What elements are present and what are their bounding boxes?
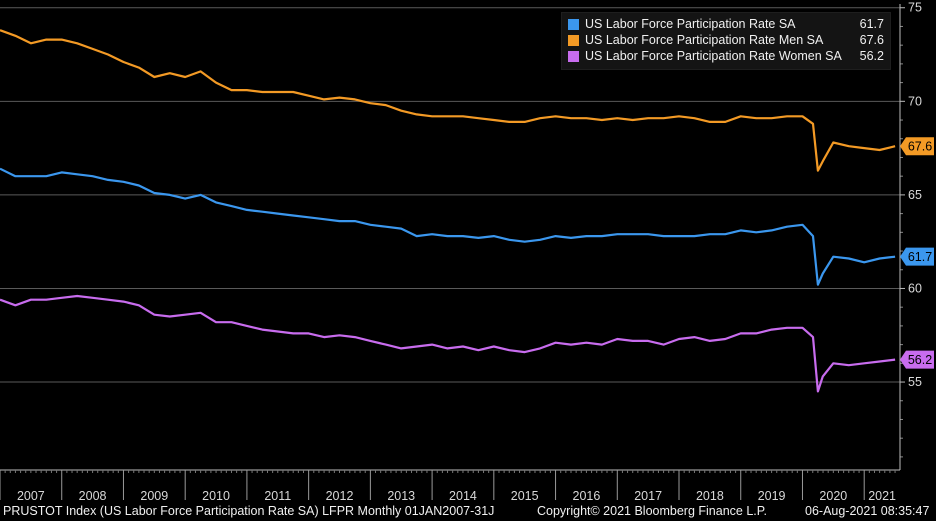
badge-shape-1 xyxy=(900,137,934,156)
legend-label-men: US Labor Force Participation Rate Men SA xyxy=(585,33,824,47)
y-tick-label: 60 xyxy=(908,281,922,295)
x-tick-label: 2016 xyxy=(573,489,601,500)
badge-shape-0 xyxy=(900,247,934,266)
footer-index-text: PRUSTOT Index (US Labor Force Participat… xyxy=(3,504,495,518)
x-tick-label: 2021 xyxy=(868,489,896,500)
legend-item-women: US Labor Force Participation Rate Women … xyxy=(568,48,884,64)
legend-swatch-total xyxy=(568,18,579,30)
y-tick-label: 75 xyxy=(908,1,922,15)
x-tick-label: 2017 xyxy=(634,489,662,500)
badge-label-1: 67.6 xyxy=(908,140,932,154)
gridlines xyxy=(0,7,900,383)
series-lines xyxy=(0,29,896,393)
y-tick-label: 65 xyxy=(908,188,922,202)
footer-timestamp: 06-Aug-2021 08:35:47 xyxy=(805,504,930,518)
series-line-0 xyxy=(0,167,896,286)
badge-label-2: 56.2 xyxy=(908,353,932,367)
x-tick-label: 2012 xyxy=(326,489,354,500)
footer: PRUSTOT Index (US Labor Force Participat… xyxy=(0,501,936,521)
series-line-2 xyxy=(0,294,896,393)
x-tick-label: 2015 xyxy=(511,489,539,500)
x-tick-label: 2014 xyxy=(449,489,477,500)
badge-shape-2 xyxy=(900,350,934,369)
x-tick-label: 2008 xyxy=(79,489,107,500)
y-axis-ticks: 55 60 65 70 75 xyxy=(908,1,922,389)
badge-label-0: 61.7 xyxy=(908,250,932,264)
legend-swatch-men xyxy=(568,34,579,46)
y-tick-label: 55 xyxy=(908,375,922,389)
x-tick-label: 2010 xyxy=(202,489,230,500)
footer-copyright: Copyright© 2021 Bloomberg Finance L.P. xyxy=(537,504,767,518)
y-tick-label: 70 xyxy=(908,94,922,108)
legend-value-women: 56.2 xyxy=(859,49,884,63)
axes xyxy=(0,4,905,500)
last-value-badge-1: 67.6 xyxy=(900,137,934,156)
legend-label-total: US Labor Force Participation Rate SA xyxy=(585,17,796,31)
x-tick-label: 2020 xyxy=(819,489,847,500)
legend-value-men: 67.6 xyxy=(859,33,884,47)
x-tick-label: 2007 xyxy=(17,489,45,500)
last-value-badges: 61.7 67.6 56.2 xyxy=(900,137,934,369)
x-tick-label: 2013 xyxy=(387,489,415,500)
x-tick-label: 2019 xyxy=(758,489,786,500)
last-value-badge-2: 56.2 xyxy=(900,350,934,369)
legend-swatch-women xyxy=(568,50,579,62)
x-tick-label: 2009 xyxy=(140,489,168,500)
legend-label-women: US Labor Force Participation Rate Women … xyxy=(585,49,842,63)
legend-item-total: US Labor Force Participation Rate SA 61.… xyxy=(568,16,884,32)
x-tick-label: 2018 xyxy=(696,489,724,500)
x-tick-label: 2011 xyxy=(264,489,291,500)
series-line-1 xyxy=(0,29,896,172)
last-value-badge-0: 61.7 xyxy=(900,247,934,266)
legend: US Labor Force Participation Rate SA 61.… xyxy=(561,12,891,70)
x-axis-ticks: 2007 2008 2009 2010 2011 2012 2013 2014 2015 2016… xyxy=(17,489,896,500)
legend-item-men: US Labor Force Participation Rate Men SA… xyxy=(568,32,884,48)
legend-value-total: 61.7 xyxy=(859,17,884,31)
